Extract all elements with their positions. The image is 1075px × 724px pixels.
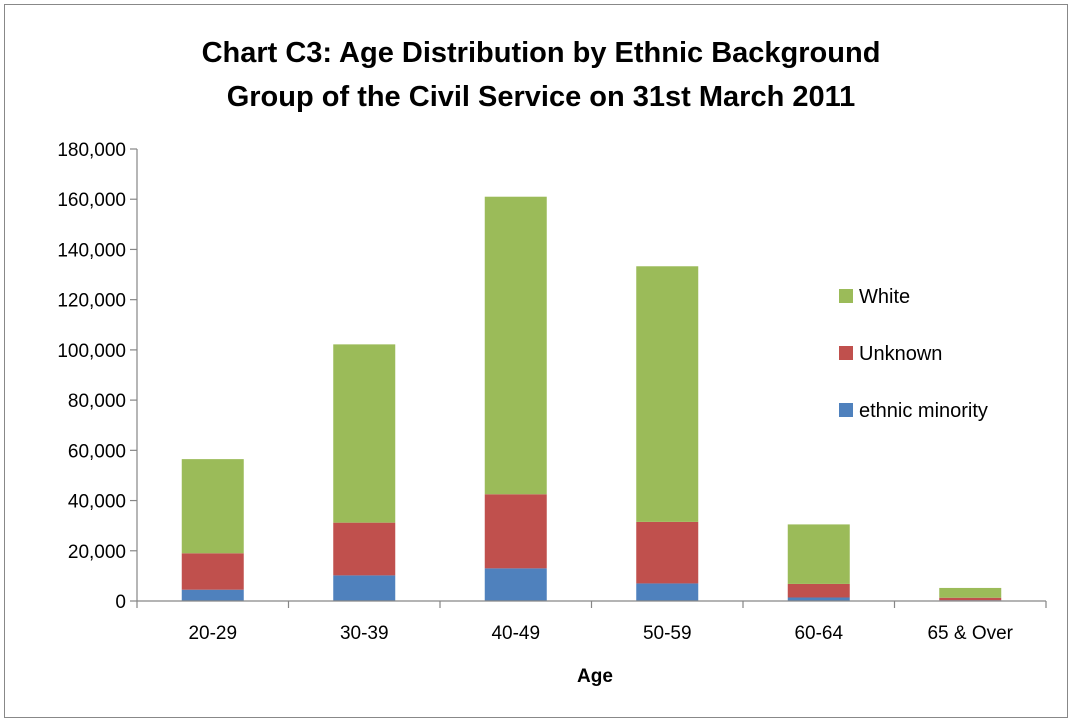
chart-title-line-2: Group of the Civil Service on 31st March… (227, 81, 856, 113)
x-axis-title: Age (577, 666, 613, 687)
bar-ethnic-minority-40-49 (484, 568, 547, 601)
bar-white-40-49 (484, 196, 547, 495)
bar-white-30-39 (333, 344, 396, 523)
x-tick-label: 50-59 (643, 623, 692, 644)
bar-white-65-over (939, 587, 1002, 598)
legend-label: Unknown (859, 343, 942, 365)
bar-ethnic-minority-20-29 (181, 589, 244, 601)
x-tick-label: 60-64 (794, 623, 843, 644)
bar-unknown-65-over (939, 597, 1002, 601)
y-tick-label: 80,000 (68, 391, 126, 412)
chart-title-line-1: Chart C3: Age Distribution by Ethnic Bac… (202, 37, 881, 69)
y-tick-label: 160,000 (57, 190, 126, 211)
chart-title: Chart C3: Age Distribution by Ethnic Bac… (202, 37, 881, 113)
legend-swatch (839, 403, 853, 417)
x-tick-label: 40-49 (491, 623, 540, 644)
bar-ethnic-minority-30-39 (333, 575, 396, 601)
bar-unknown-50-59 (636, 521, 699, 584)
legend-label: White (859, 286, 910, 308)
x-tick-label: 20-29 (188, 623, 237, 644)
legend: White Unknown ethnic minority (839, 286, 988, 422)
bar-ethnic-minority-50-59 (636, 583, 699, 601)
plot-area: 0 20,000 40,000 60,000 80,000 100,000 120,000 1… (57, 140, 1047, 644)
legend-swatch (839, 346, 853, 360)
bar-white-20-29 (181, 459, 244, 554)
y-tick-label: 120,000 (57, 291, 126, 312)
legend-swatch (839, 289, 853, 303)
bar-white-60-64 (787, 524, 850, 584)
legend-item-unknown: Unknown (839, 343, 942, 365)
y-tick-label: 100,000 (57, 341, 126, 362)
legend-item-ethnic-minority: ethnic minority (839, 400, 988, 422)
bar-unknown-20-29 (181, 553, 244, 590)
chart-svg: Chart C3: Age Distribution by Ethnic Bac… (57, 37, 1047, 687)
y-tick-label: 40,000 (68, 492, 126, 513)
bar-white-50-59 (636, 266, 699, 522)
bar-unknown-30-39 (333, 522, 396, 576)
bar-unknown-40-49 (484, 494, 547, 569)
bar-ethnic-minority-60-64 (787, 597, 850, 601)
y-tick-label: 60,000 (68, 441, 126, 462)
y-tick-label: 0 (115, 592, 126, 613)
y-tick-label: 20,000 (68, 542, 126, 563)
y-tick-label: 140,000 (57, 240, 126, 261)
legend-label: ethnic minority (859, 400, 988, 422)
legend-item-white: White (839, 286, 910, 308)
x-tick-label: 65 & Over (927, 623, 1013, 644)
x-tick-label: 30-39 (340, 623, 389, 644)
chart-frame: Chart C3: Age Distribution by Ethnic Bac… (4, 4, 1068, 718)
y-tick-label: 180,000 (57, 140, 126, 161)
bar-unknown-60-64 (787, 583, 850, 598)
